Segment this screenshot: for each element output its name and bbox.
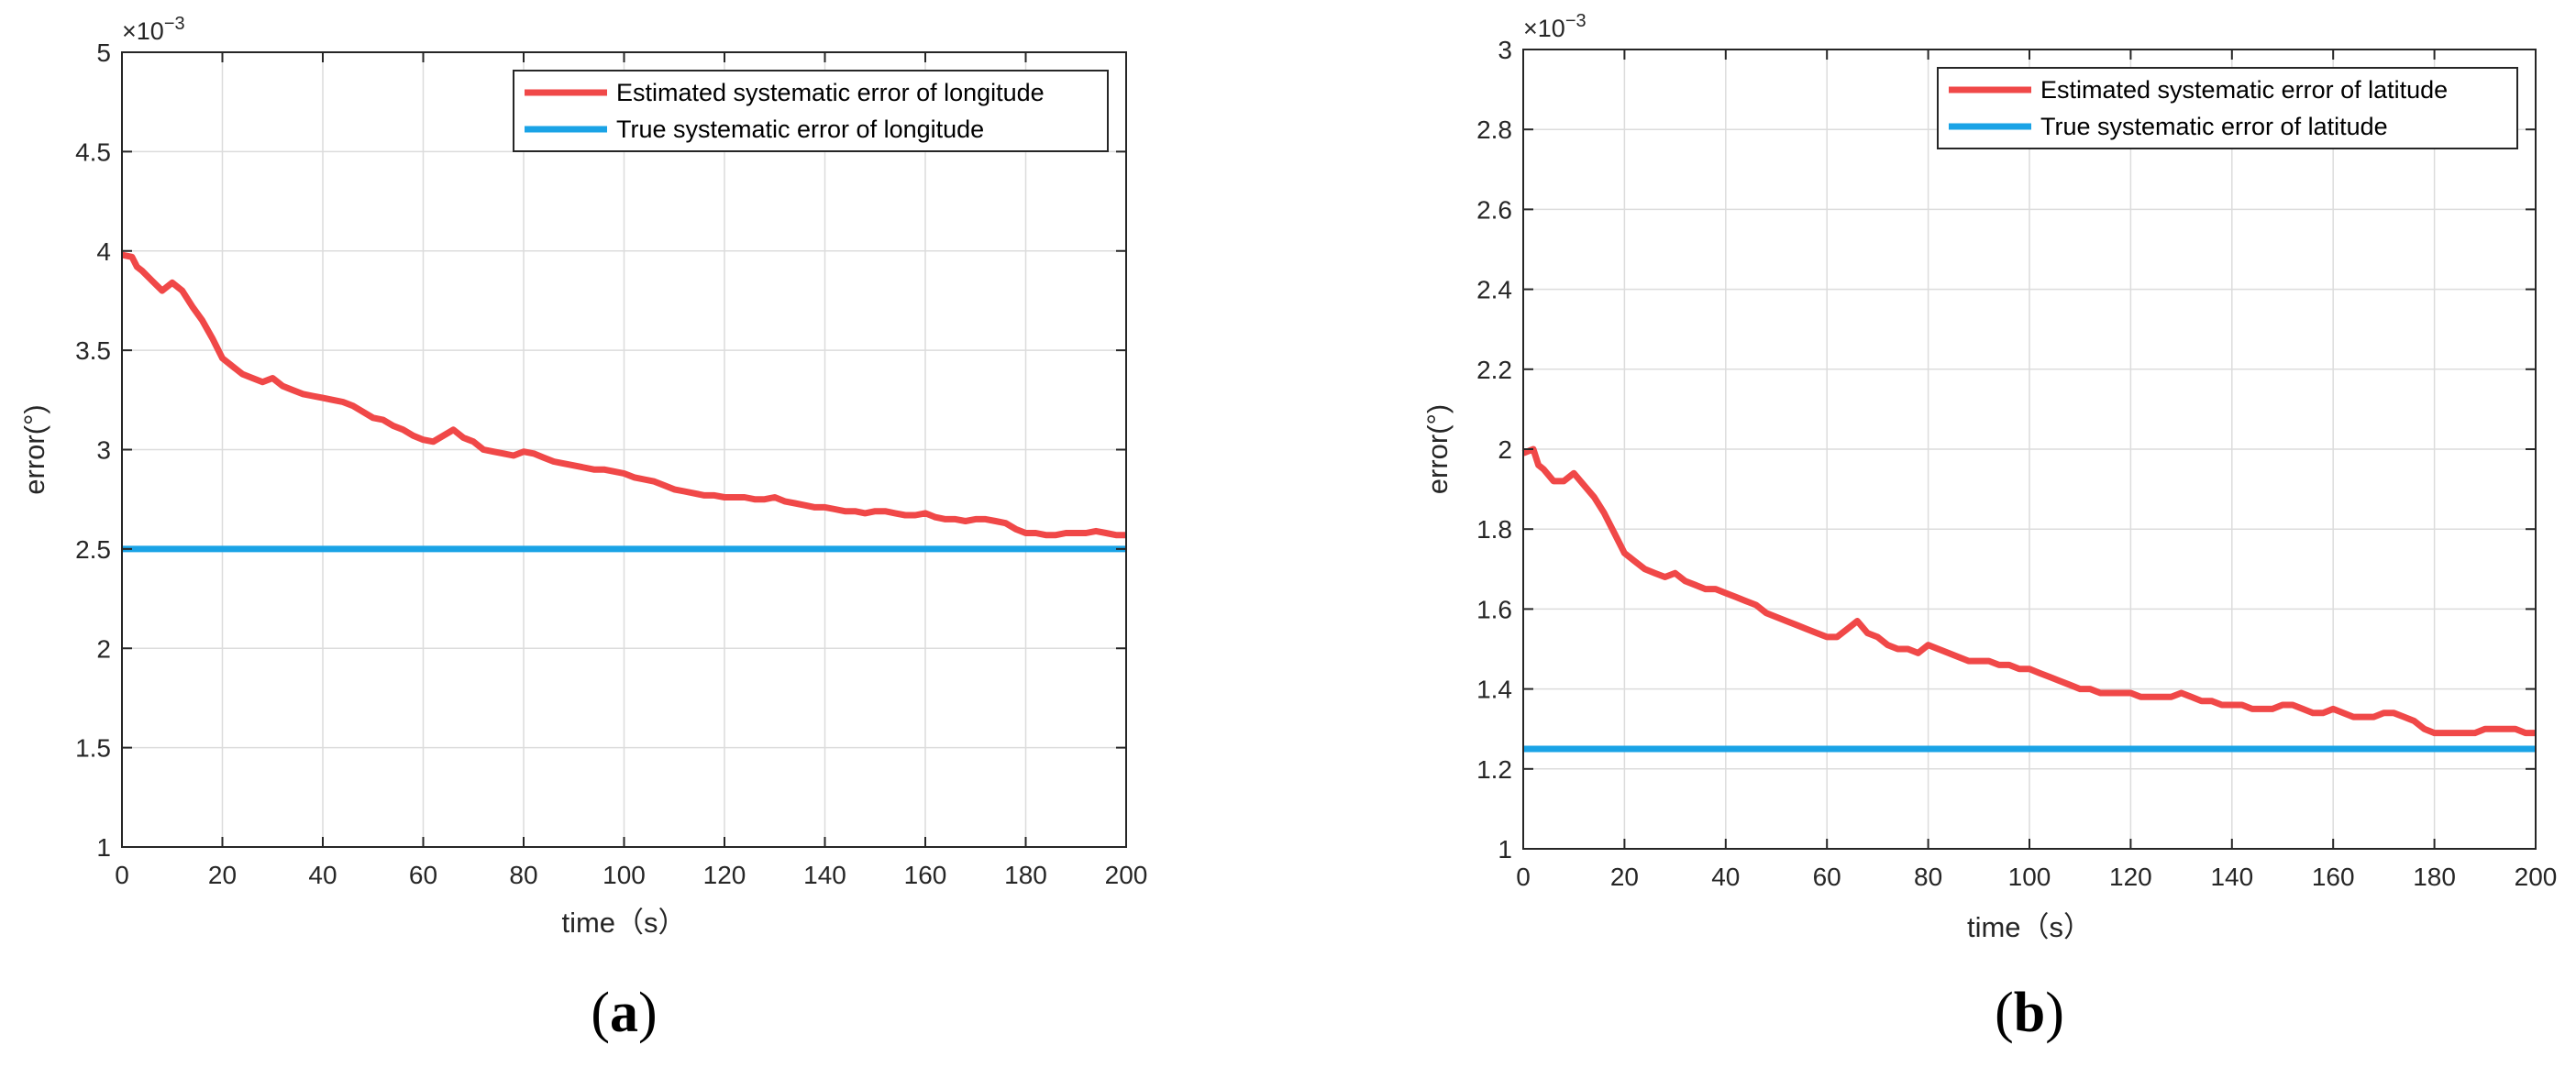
y-axis-label: error(°)	[1421, 404, 1454, 495]
chart-panel-b: 0 20 40 60 80 100 120 140 160 180 200 1 1.2 1.4 1.6 1.8…	[1421, 11, 2557, 1044]
x-tick-label: 180	[2413, 863, 2456, 891]
panel-label-part: (	[1995, 982, 2014, 1044]
x-tick-label: 160	[904, 861, 947, 889]
y-tick-label: 2.5	[75, 535, 111, 564]
y-tick-label: 2.2	[1476, 356, 1512, 384]
x-tick-label: 0	[115, 861, 129, 889]
x-tick-label: 120	[2109, 863, 2152, 891]
x-tick-label: 160	[2312, 863, 2355, 891]
y-tick-label: 4.5	[75, 138, 111, 166]
x-tick-label: 100	[2008, 863, 2051, 891]
y-tick-label: 2.6	[1476, 195, 1512, 224]
x-tick-label: 120	[703, 861, 746, 889]
panel-label-part: )	[638, 982, 658, 1044]
y-tick-label: 3.5	[75, 336, 111, 365]
y-tick-label: 4	[96, 237, 111, 266]
exponent-power: −3	[1565, 11, 1587, 31]
x-tick-label: 80	[1914, 863, 1942, 891]
y-tick-label: 1.5	[75, 734, 111, 763]
y-tick-label: 2.4	[1476, 276, 1512, 304]
legend-entry-label: Estimated systematic error of longitude	[616, 79, 1045, 106]
x-tick-label: 80	[509, 861, 537, 889]
panel-label-part: a	[610, 982, 638, 1044]
y-tick-label: 2	[96, 634, 111, 663]
legend-box	[1937, 67, 2518, 149]
x-tick-label: 140	[2210, 863, 2253, 891]
exponent-base: ×10	[122, 17, 164, 45]
x-tick-label: 200	[1105, 861, 1148, 889]
panel-label-part: b	[2014, 982, 2045, 1044]
legend: Estimated systematic error of longitude T…	[513, 70, 1109, 152]
y-tick-label: 5	[96, 38, 111, 67]
y-tick-label: 2.8	[1476, 116, 1512, 144]
x-tick-label: 100	[603, 861, 646, 889]
legend: Estimated systematic error of latitude Tr…	[1937, 67, 2518, 149]
y-tick-label: 1.2	[1476, 755, 1512, 784]
legend-entry-label: True systematic error of longitude	[616, 116, 984, 143]
panel-label: (b)	[1995, 982, 2064, 1044]
estimated-error-line	[1521, 446, 2536, 737]
y-tick-label: 1.6	[1476, 595, 1512, 623]
y-axis-label: error(°)	[18, 404, 50, 495]
exponent-base: ×10	[1523, 15, 1565, 42]
exponent-power: −3	[164, 14, 185, 34]
y-tick-label: 1.4	[1476, 676, 1512, 704]
x-tick-label: 140	[803, 861, 846, 889]
x-tick-label: 60	[1813, 863, 1841, 891]
x-tick-label: 40	[1711, 863, 1740, 891]
panel-label-part: )	[2045, 982, 2064, 1044]
x-tick-label: 20	[208, 861, 237, 889]
x-axis-label: time（s）	[561, 907, 686, 939]
axis-exponent: ×10−3	[122, 14, 185, 45]
panel-label: (a)	[591, 982, 657, 1044]
estimated-error-line	[121, 251, 1126, 539]
y-tick-label: 3	[1498, 36, 1512, 64]
legend-entry-label: True systematic error of latitude	[2040, 113, 2388, 140]
y-tick-label: 1.8	[1476, 515, 1512, 544]
legend-entry-label: Estimated systematic error of latitude	[2040, 76, 2448, 104]
chart-panel-a: 0 20 40 60 80 100 120 140 160 180 200 1 1.5 2 2.5 3 3.5 4…	[18, 14, 1147, 1044]
y-tick-label: 1	[96, 833, 111, 862]
axis-exponent: ×10−3	[1523, 11, 1587, 42]
x-tick-label: 200	[2515, 863, 2558, 891]
x-tick-label: 20	[1610, 863, 1639, 891]
x-tick-label: 0	[1516, 863, 1531, 891]
legend-box	[513, 70, 1109, 152]
x-axis-label: time（s）	[1967, 911, 2092, 943]
y-tick-label: 3	[96, 436, 111, 465]
x-tick-label: 40	[308, 861, 337, 889]
panel-label-part: (	[591, 982, 610, 1044]
y-tick-label: 2	[1498, 435, 1512, 464]
x-tick-label: 60	[409, 861, 437, 889]
x-tick-label: 180	[1004, 861, 1047, 889]
y-tick-label: 1	[1498, 835, 1512, 864]
